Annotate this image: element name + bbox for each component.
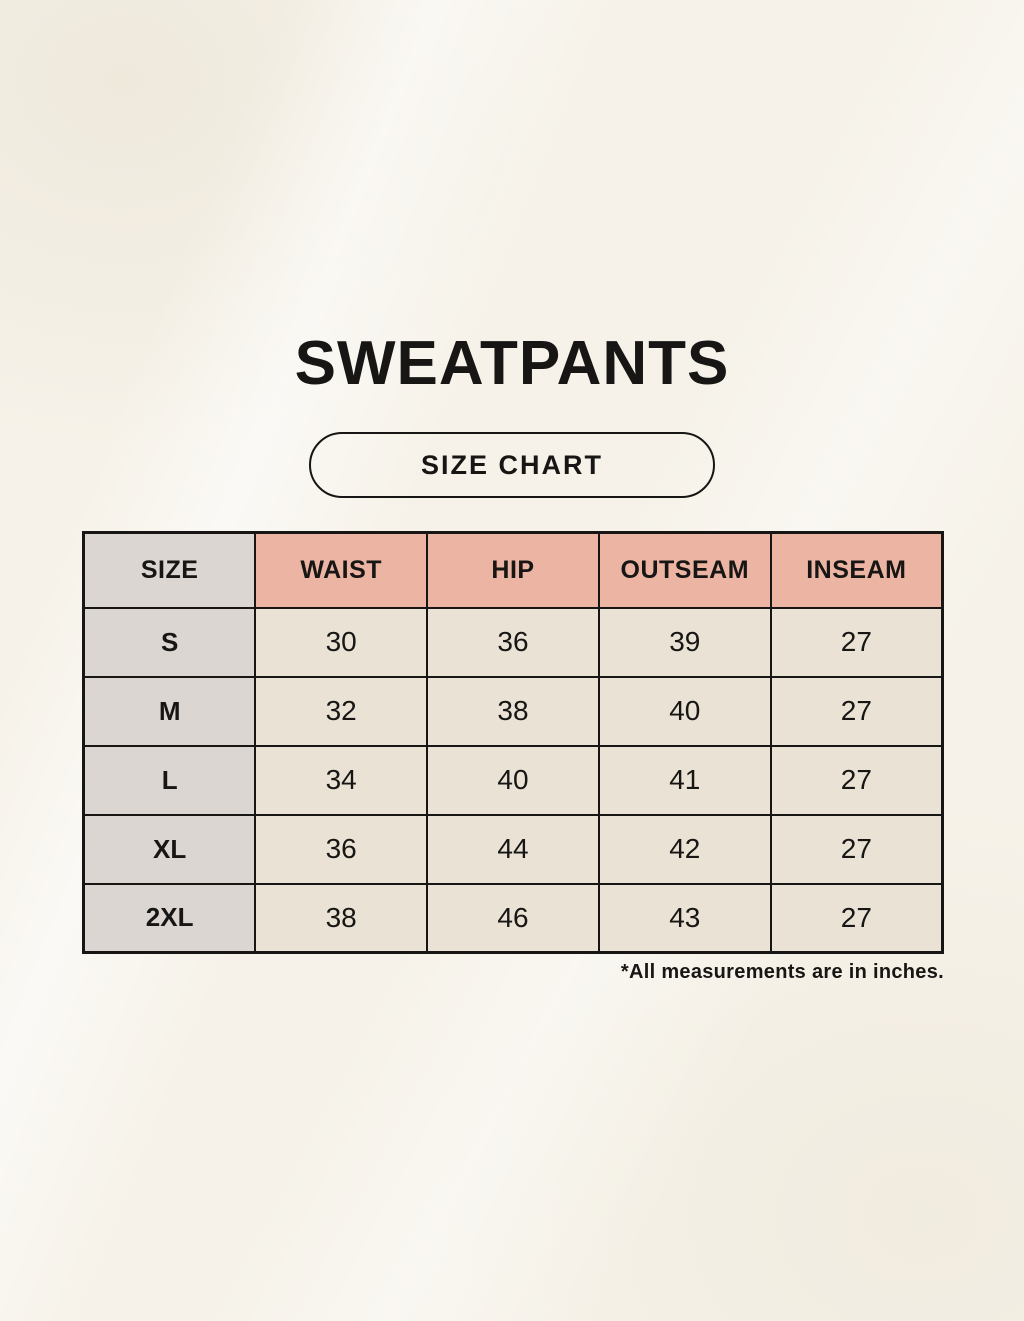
size-label: L [82, 744, 257, 816]
table-row: L 34 40 41 27 [82, 744, 944, 816]
measurement-value: 34 [254, 744, 429, 816]
page-title: SWEATPANTS [294, 329, 730, 398]
size-label: M [82, 675, 257, 747]
measurement-value: 41 [597, 744, 772, 816]
measurements-footnote: *All measurements are in inches. [620, 961, 944, 983]
measurement-value: 27 [769, 744, 944, 816]
size-chart-button[interactable]: SIZE CHART [309, 432, 715, 498]
column-header-size: SIZE [82, 531, 257, 609]
table-row: M 32 38 40 27 [82, 675, 944, 747]
table-row: 2XL 38 46 43 27 [82, 882, 944, 954]
column-header-outseam: OUTSEAM [597, 531, 772, 609]
measurement-value: 39 [597, 606, 772, 678]
measurement-value: 30 [254, 606, 429, 678]
measurement-value: 32 [254, 675, 429, 747]
table-row: XL 36 44 42 27 [82, 813, 944, 885]
size-label: S [82, 606, 257, 678]
size-label: XL [82, 813, 257, 885]
measurement-value: 27 [769, 606, 944, 678]
measurement-value: 42 [597, 813, 772, 885]
size-chart-table: SIZE WAIST HIP OUTSEAM INSEAM S 30 36 39 27 M 32 38… [82, 531, 944, 954]
column-header-inseam: INSEAM [769, 531, 944, 609]
measurement-value: 38 [426, 675, 600, 747]
measurement-value: 43 [597, 882, 772, 954]
table-header-row: SIZE WAIST HIP OUTSEAM INSEAM [82, 531, 944, 609]
column-header-hip: HIP [426, 531, 600, 609]
size-label: 2XL [82, 882, 257, 954]
measurement-value: 38 [254, 882, 429, 954]
measurement-value: 46 [426, 882, 600, 954]
measurement-value: 27 [769, 813, 944, 885]
size-chart-button-label: SIZE CHART [421, 449, 603, 480]
measurement-value: 40 [426, 744, 600, 816]
measurement-value: 27 [769, 675, 944, 747]
measurement-value: 44 [426, 813, 600, 885]
table-row: S 30 36 39 27 [82, 606, 944, 678]
measurement-value: 36 [254, 813, 429, 885]
measurement-value: 40 [597, 675, 772, 747]
measurement-value: 36 [426, 606, 600, 678]
column-header-waist: WAIST [254, 531, 429, 609]
measurement-value: 27 [769, 882, 944, 954]
